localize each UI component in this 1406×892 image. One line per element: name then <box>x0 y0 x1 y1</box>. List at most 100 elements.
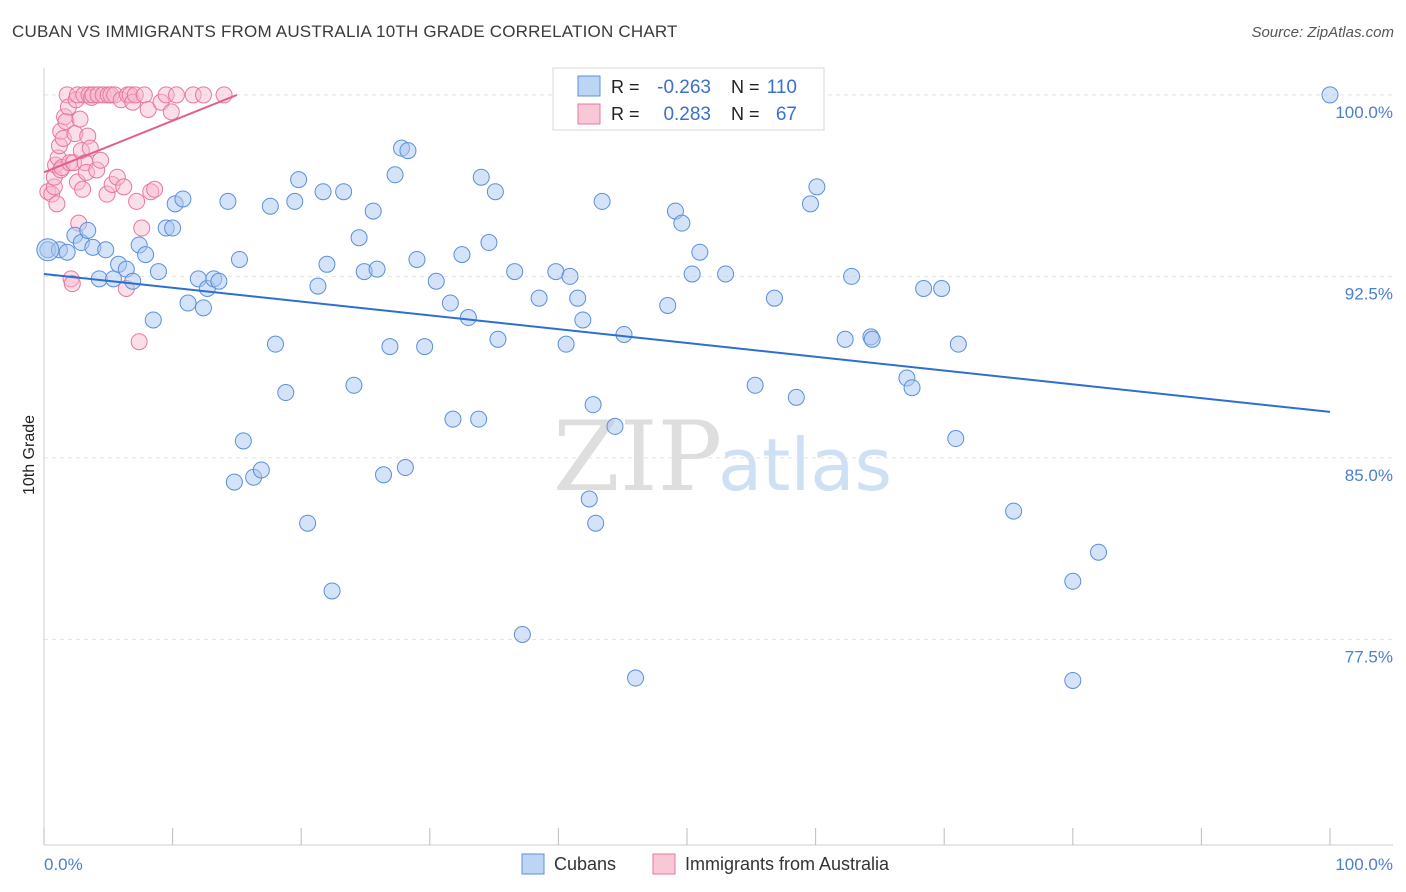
cuban-point <box>580 490 598 508</box>
cuban-point <box>947 430 965 448</box>
cuban-point <box>364 202 382 220</box>
cuban-point <box>915 280 933 298</box>
australia-point <box>115 178 133 196</box>
legend-r-label-2: R = <box>611 104 640 124</box>
cuban-point <box>843 267 861 285</box>
cuban-point <box>561 267 579 285</box>
cuban-point <box>252 461 270 479</box>
cuban-points <box>36 86 1339 689</box>
australia-point <box>194 86 212 104</box>
australia-point <box>63 275 81 293</box>
chart-title: CUBAN VS IMMIGRANTS FROM AUSTRALIA 10TH … <box>12 22 678 41</box>
legend-r-value-2: 0.283 <box>663 104 711 125</box>
cuban-point <box>399 142 417 160</box>
australia-point <box>92 151 110 169</box>
cuban-point <box>164 219 182 237</box>
australia-point <box>162 103 180 121</box>
cuban-point <box>606 417 624 435</box>
cuban-point <box>290 171 308 189</box>
legend-r-value-1: -0.263 <box>657 77 711 98</box>
legend-swatch-cubans <box>577 75 601 97</box>
cuban-point <box>949 335 967 353</box>
cuban-point <box>350 229 368 247</box>
legend-r-label-1: R = <box>611 77 640 97</box>
cuban-point <box>691 243 709 261</box>
y-tick-labels: 100.0% 92.5% 85.0% 77.5% <box>1335 103 1393 666</box>
cuban-point <box>765 289 783 307</box>
cuban-point <box>149 263 167 281</box>
australia-point <box>71 110 89 128</box>
cuban-point <box>261 197 279 215</box>
cuban-point <box>801 195 819 213</box>
cuban-point <box>673 214 691 232</box>
x-tick-label-max: 100.0% <box>1335 855 1393 874</box>
cuban-point <box>179 294 197 312</box>
australia-point <box>57 113 75 131</box>
cuban-point <box>489 330 507 348</box>
cuban-point <box>746 376 764 394</box>
cuban-point <box>345 376 363 394</box>
y-tick-label: 92.5% <box>1345 284 1393 303</box>
cuban-point <box>1005 502 1023 520</box>
cuban-point <box>863 330 881 348</box>
cuban-point <box>266 335 284 353</box>
y-axis-label: 10th Grade <box>21 415 38 495</box>
australia-point <box>45 178 63 196</box>
australia-point <box>102 86 120 104</box>
cuban-point <box>386 166 404 184</box>
australia-point <box>146 180 164 198</box>
cuban-point <box>97 241 115 259</box>
australia-point <box>130 333 148 351</box>
y-tick-label: 77.5% <box>1345 647 1393 666</box>
cuban-point <box>194 299 212 317</box>
cuban-point <box>513 625 531 643</box>
trend-lines <box>43 94 1331 413</box>
y-tick-label: 85.0% <box>1345 466 1393 485</box>
x-tick-label-min: 0.0% <box>44 855 83 874</box>
cuban-point <box>277 384 295 402</box>
cuban-point <box>615 325 633 343</box>
cuban-point <box>441 294 459 312</box>
cuban-point <box>453 246 471 264</box>
cuban-point <box>808 178 826 196</box>
cuban-point <box>427 272 445 290</box>
cuban-point <box>593 192 611 210</box>
legend-n-value-2: 67 <box>776 104 797 125</box>
cuban-point <box>530 289 548 307</box>
cuban-point <box>368 260 386 278</box>
cuban-point <box>314 183 332 201</box>
cuban-point <box>375 466 393 484</box>
australia-point <box>84 86 102 104</box>
cuban-point <box>486 183 504 201</box>
source-credit: Source: ZipAtlas.com <box>1251 24 1394 41</box>
australia-point <box>68 86 86 104</box>
bottom-legend-cubans: Cubans <box>554 854 616 874</box>
legend-n-label-1: N = <box>731 77 760 97</box>
australia-point <box>108 168 126 186</box>
cuban-point <box>1064 671 1082 689</box>
cuban-point <box>225 473 243 491</box>
bottom-legend-australia: Immigrants from Australia <box>685 854 890 874</box>
cuban-point <box>933 280 951 298</box>
cuban-point <box>396 459 414 477</box>
cuban-point <box>1090 543 1108 561</box>
cuban-point <box>659 296 677 314</box>
cuban-point <box>459 309 477 327</box>
watermark-atlas: atlas <box>718 423 892 507</box>
australia-point <box>58 86 76 104</box>
australia-point <box>80 86 98 104</box>
cuban-point <box>144 311 162 329</box>
correlation-legend: R = -0.263 N = 110 R = 0.283 N = 67 <box>552 67 825 131</box>
cubans-trend-line <box>43 272 1331 413</box>
cuban-point <box>408 250 426 268</box>
legend-n-value-1: 110 <box>767 77 797 98</box>
cuban-point <box>444 410 462 428</box>
cuban-point <box>574 311 592 329</box>
cuban-point <box>36 238 60 262</box>
cuban-point <box>717 265 735 283</box>
australia-point <box>128 192 146 210</box>
cuban-point <box>587 514 605 532</box>
cuban-point <box>683 265 701 283</box>
cuban-point <box>79 221 97 239</box>
